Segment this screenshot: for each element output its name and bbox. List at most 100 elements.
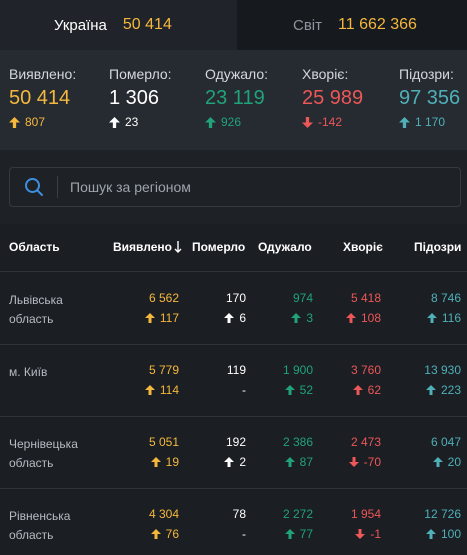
arrow-up-icon: [345, 313, 356, 323]
cell-suspected-delta: 20: [447, 455, 461, 469]
cell-sick-delta-wrap: 108: [345, 311, 381, 325]
search-box: [9, 167, 461, 207]
col-suspected-header[interactable]: Підозри: [414, 240, 462, 254]
cell-confirmed-value: 5 051: [148, 435, 179, 449]
stat-deaths-label: Померло:: [109, 66, 172, 82]
cell-confirmed-value: 5 779: [148, 363, 179, 377]
cell-recovered-delta-wrap: 52: [283, 383, 313, 397]
cell-recovered: 974 3: [291, 291, 313, 325]
arrow-up-icon: [144, 313, 155, 323]
cell-suspected: 8 746 116: [426, 291, 461, 325]
stat-deaths-delta-wrap: 23: [109, 115, 172, 129]
arrow-up-icon: [291, 313, 302, 323]
region-name: Рівненська область: [9, 509, 71, 542]
arrow-up-icon: [284, 385, 295, 395]
arrow-up-icon: [284, 529, 295, 539]
cell-sick-value: 1 954: [350, 507, 381, 521]
col-recovered-header[interactable]: Одужало: [258, 240, 312, 254]
table-row[interactable]: Чернівецька область 5 051 19 192 2 2 386 87 2 4…: [0, 417, 467, 489]
cell-recovered-value: 1 900: [282, 363, 313, 377]
cell-deaths-value: 170: [225, 291, 246, 305]
cell-recovered: 2 272 77: [283, 507, 313, 541]
cell-confirmed-delta-wrap: 114: [144, 383, 179, 397]
cell-recovered-delta-wrap: 3: [291, 311, 313, 325]
stat-sick-value: 25 989: [302, 87, 364, 109]
cell-suspected-delta: 116: [441, 311, 461, 325]
col-deaths-header[interactable]: Померло: [192, 240, 246, 254]
cell-deaths-delta-wrap: 2: [224, 455, 246, 469]
cell-sick-value: 2 473: [350, 435, 381, 449]
arrow-up-icon: [352, 385, 363, 395]
region-name: Львівська область: [9, 293, 63, 326]
cell-suspected: 6 047 20: [431, 435, 461, 469]
cell-suspected-delta-wrap: 223: [424, 383, 461, 397]
cell-confirmed: 6 562 117: [144, 291, 179, 325]
cell-sick-delta-wrap: 62: [351, 383, 381, 397]
search-section: [0, 150, 467, 224]
arrow-up-icon: [284, 457, 295, 467]
table-row[interactable]: м. Київ 5 779 114 119 - 1 900 52 3 760 62 13 930 2…: [0, 345, 467, 417]
cell-sick-delta-wrap: -70: [348, 455, 381, 469]
cell-confirmed-delta: 117: [159, 311, 179, 325]
arrow-up-icon: [144, 385, 155, 395]
cell-suspected-delta-wrap: 100: [424, 527, 461, 541]
tab-ukraine[interactable]: Україна 50 414: [0, 0, 237, 50]
cell-sick: 1 954 -1: [351, 507, 381, 541]
stat-sick-delta-wrap: -142: [302, 115, 363, 129]
stat-suspected-delta: 1 170: [415, 115, 446, 129]
cell-deaths: 119 -: [227, 363, 246, 397]
cell-recovered-delta-wrap: 87: [283, 455, 313, 469]
cell-sick-value: 5 418: [350, 291, 381, 305]
cell-confirmed-delta-wrap: 76: [149, 527, 179, 541]
tab-world[interactable]: Світ 11 662 366: [237, 0, 467, 50]
stat-suspected-label: Підозри:: [399, 66, 454, 82]
stat-deaths: Померло: 1 306 23: [109, 66, 172, 129]
arrow-down-icon: [355, 529, 366, 539]
sort-arrow-down-icon: [174, 241, 182, 253]
arrow-up-icon: [150, 529, 161, 539]
search-input[interactable]: [58, 179, 460, 195]
table-row[interactable]: Рівненська область 4 304 76 78 - 2 272 77 1 954…: [0, 489, 467, 555]
arrow-up-icon: [224, 457, 235, 467]
tab-world-value: 11 662 366: [338, 16, 417, 33]
col-sick-header[interactable]: Хворіє: [343, 240, 383, 254]
cell-suspected: 13 930 223: [424, 363, 461, 397]
cell-suspected-delta: 223: [440, 383, 461, 397]
cell-sick-delta: 62: [367, 383, 381, 397]
arrow-up-icon: [426, 313, 437, 323]
cell-recovered-value: 2 272: [282, 507, 313, 521]
cell-suspected-value: 13 930: [424, 363, 461, 377]
cell-deaths: 170 6: [224, 291, 246, 325]
arrow-up-icon: [205, 116, 216, 128]
cell-deaths-delta: 2: [239, 455, 246, 469]
col-region-header[interactable]: Область: [9, 240, 60, 254]
arrow-up-icon: [150, 457, 161, 467]
cell-recovered: 1 900 52: [283, 363, 313, 397]
stat-deaths-value: 1 306: [109, 87, 160, 109]
arrow-up-icon: [9, 116, 20, 128]
tab-ukraine-label: Україна: [54, 16, 107, 34]
country-tabs: Україна 50 414 Світ 11 662 366: [0, 0, 467, 50]
cell-confirmed-delta: 76: [165, 527, 179, 541]
cell-deaths-delta-wrap: 6: [224, 311, 246, 325]
cell-suspected-value: 8 746: [430, 291, 461, 305]
cell-suspected-delta-wrap: 116: [426, 311, 461, 325]
arrow-up-icon: [432, 457, 443, 467]
cell-recovered: 2 386 87: [283, 435, 313, 469]
cell-suspected: 12 726 100: [424, 507, 461, 541]
cell-confirmed: 5 051 19: [149, 435, 179, 469]
cell-confirmed-value: 4 304: [148, 507, 179, 521]
arrow-down-icon: [302, 116, 313, 128]
search-icon[interactable]: [10, 176, 58, 198]
stat-confirmed: Виявлено: 50 414 807: [9, 66, 76, 129]
cell-sick-value: 3 760: [350, 363, 381, 377]
cell-confirmed-delta: 114: [159, 383, 179, 397]
cell-confirmed: 5 779 114: [144, 363, 179, 397]
arrow-up-icon: [109, 116, 120, 128]
cell-recovered-delta-wrap: 77: [283, 527, 313, 541]
cell-deaths-delta: 6: [239, 311, 246, 325]
table-row[interactable]: Львівська область 6 562 117 170 6 974 3 5 418 10…: [0, 273, 467, 345]
cell-recovered-value: 2 386: [282, 435, 313, 449]
region-name: Чернівецька область: [9, 437, 78, 470]
col-confirmed-header[interactable]: Виявлено: [113, 240, 182, 254]
